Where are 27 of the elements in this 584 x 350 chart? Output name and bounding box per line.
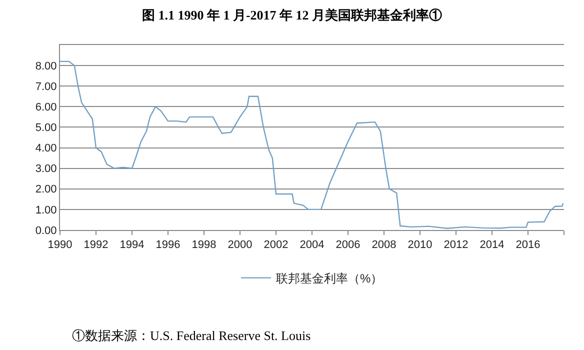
x-tick-label: 2016: [516, 239, 540, 252]
y-tick-label: 2.00: [35, 184, 57, 196]
text: ①数据来源：U.S. Federal Reserve St. Louis: [72, 328, 311, 343]
line-series: [60, 60, 564, 229]
x-tick-label: 2000: [228, 239, 252, 252]
legend-label: 联邦基金利率（%）: [276, 271, 383, 286]
x-tick-label: 2006: [336, 239, 360, 252]
x-tick-label: 1994: [120, 239, 144, 252]
x-tick-label: 1990: [48, 239, 72, 252]
y-tick-label: 7.00: [35, 80, 57, 93]
y-tick-label: 5.00: [35, 122, 57, 134]
y-tick-label: 0.00: [35, 224, 57, 237]
x-tick-label: 1996: [156, 239, 180, 252]
x-tick-label: 2010: [408, 239, 432, 252]
y-tick-label: 6.00: [35, 102, 57, 114]
x-tick-label: 2008: [372, 239, 396, 252]
x-tick-label: 2004: [300, 239, 324, 252]
x-tick-label: 2014: [480, 239, 504, 252]
x-tick-label: 1992: [84, 239, 108, 252]
y-tick-label: 4.00: [35, 142, 57, 155]
x-tick-label: 2012: [444, 239, 468, 252]
y-tick-label: 3.00: [35, 163, 57, 176]
x-tick-label: 1998: [192, 239, 216, 252]
y-tick-label: 8.00: [35, 60, 57, 72]
chart-title: 图 1.1 1990 年 1 月-2017 年 12 月美国联邦基金利率①: [142, 8, 442, 23]
y-tick-label: 1.00: [35, 204, 57, 216]
x-tick-label: 2002: [264, 239, 288, 252]
